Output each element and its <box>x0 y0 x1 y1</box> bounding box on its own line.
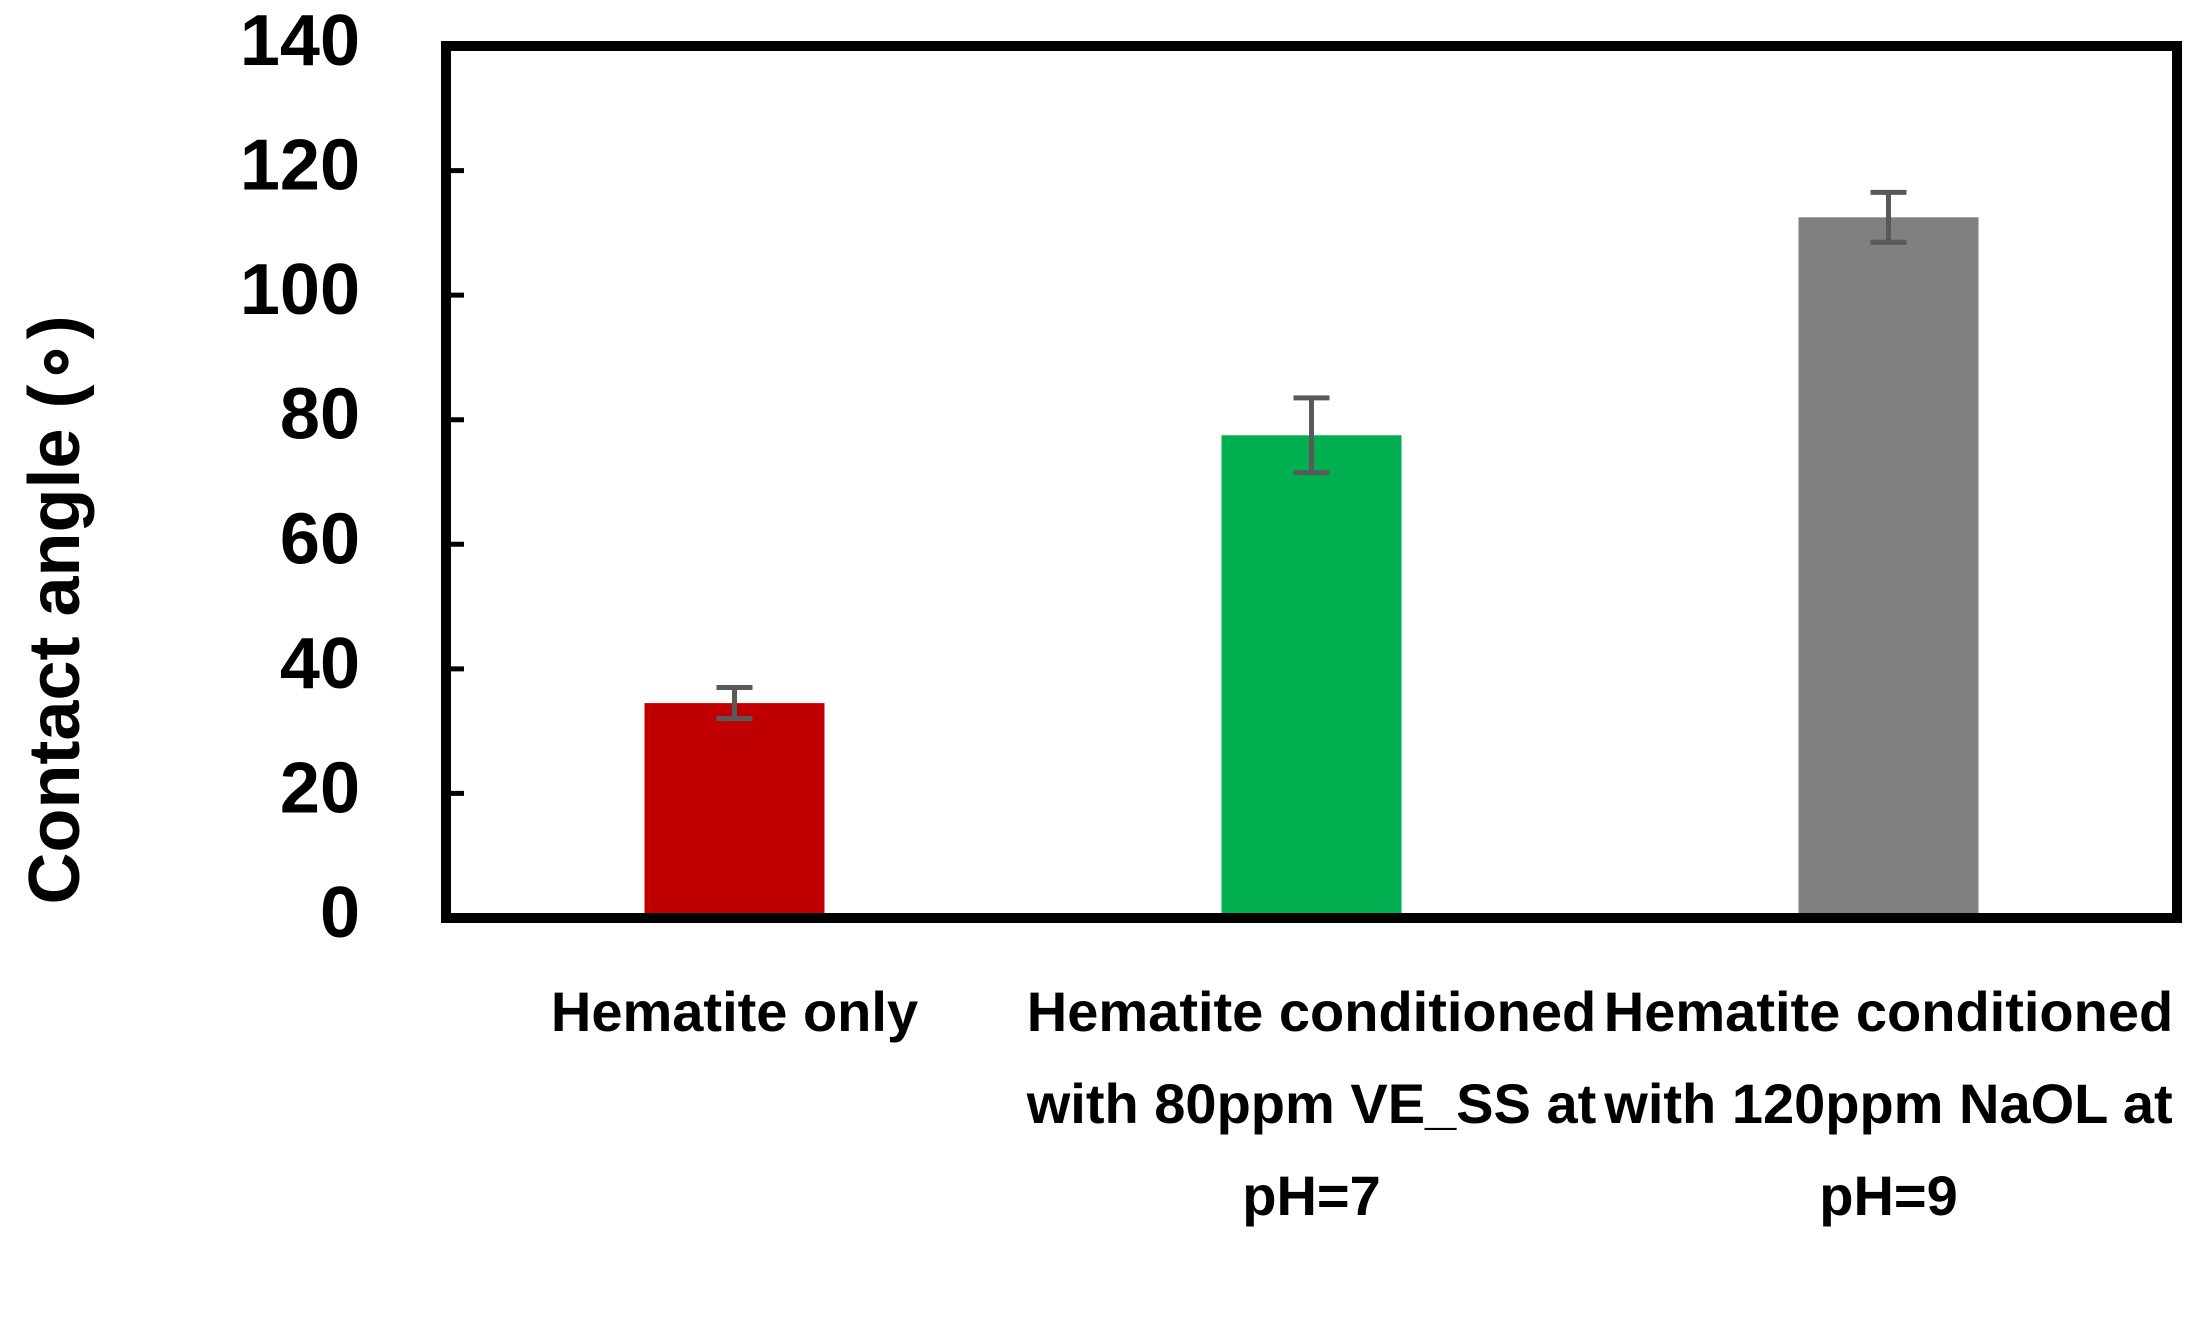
plot-frame <box>441 41 2182 923</box>
x-tick-label: Hematite only <box>550 980 919 1043</box>
bar <box>1798 217 1979 919</box>
y-tick-label: 20 <box>280 748 360 828</box>
y-tick-label: 80 <box>280 375 360 455</box>
bar <box>1221 435 1402 918</box>
y-tick-label: 100 <box>240 250 360 330</box>
x-tick-label: Hematite conditioned with 120ppm NaOL at… <box>1603 980 2174 1227</box>
y-tick-label: 0 <box>320 873 360 953</box>
y-axis-title: Contact angle (∘) <box>15 315 95 904</box>
y-tick-label: 120 <box>240 126 360 206</box>
bar <box>644 703 825 918</box>
x-tick-label: Hematite conditioned with 80ppm VE_SS at… <box>1026 980 1597 1227</box>
y-tick-label: 140 <box>240 1 360 81</box>
y-tick-label: 40 <box>280 624 360 704</box>
y-tick-label: 60 <box>280 499 360 579</box>
